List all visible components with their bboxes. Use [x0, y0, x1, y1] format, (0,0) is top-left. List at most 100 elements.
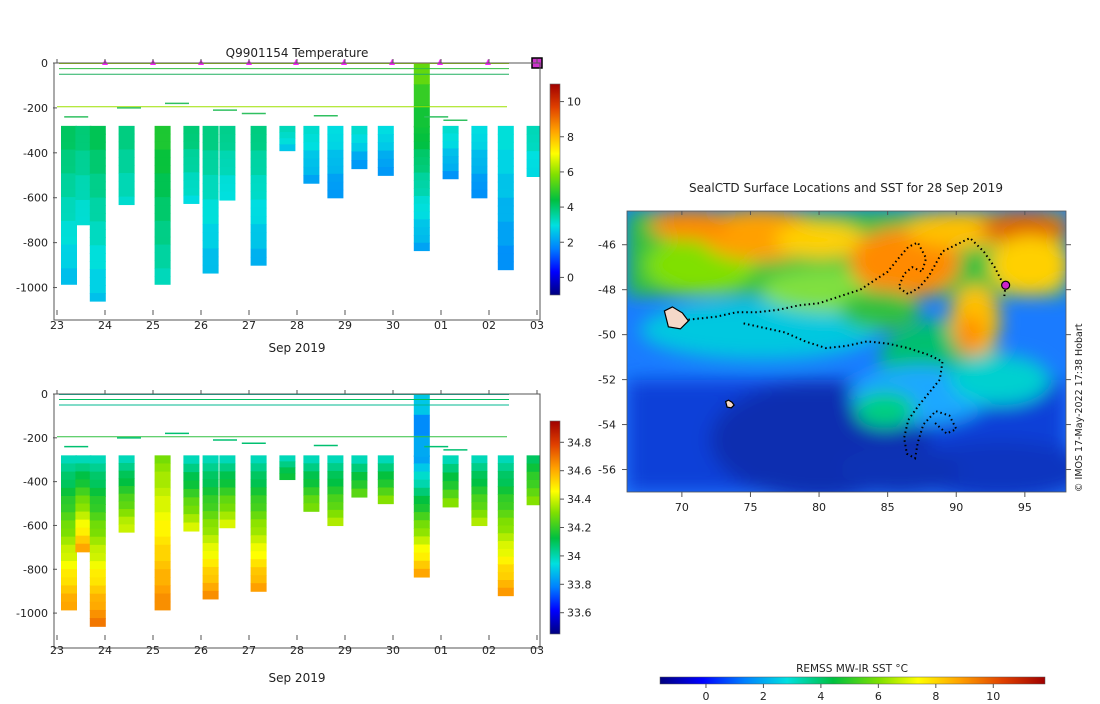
profile-cell — [89, 520, 106, 530]
profile-cell — [351, 488, 368, 498]
profile-cell — [471, 470, 488, 480]
profile-cell — [303, 125, 320, 135]
profile-column — [279, 125, 296, 152]
profile-cell — [377, 463, 394, 473]
profile-column — [75, 125, 92, 226]
profile-cell — [61, 205, 77, 214]
profile-cell — [61, 585, 77, 595]
profile-cell — [377, 471, 394, 481]
profile-cell — [75, 535, 92, 545]
temperature-plot-background — [54, 63, 540, 320]
profile-cell — [327, 141, 344, 151]
map-x-axis: 70 75 80 85 90 95 — [675, 211, 1032, 514]
map-title: SealCTD Surface Locations and SST for 28… — [689, 181, 1003, 195]
profile-cell — [75, 134, 92, 143]
profile-cell — [497, 579, 514, 589]
profile-cell — [413, 503, 430, 513]
profile-cell — [219, 487, 236, 497]
profile-cell — [219, 183, 236, 193]
profile-cell — [154, 133, 171, 143]
profile-cell — [154, 268, 171, 277]
map-y-tick-label: -50 — [598, 329, 616, 342]
profile-cell — [303, 503, 320, 512]
profile-cell — [413, 544, 430, 554]
profile-cell — [202, 527, 219, 536]
profile-cell — [497, 149, 514, 159]
profile-cell — [202, 183, 219, 192]
y-tick-label: 0 — [41, 57, 48, 70]
profile-cell — [202, 463, 219, 472]
profile-cell — [89, 269, 106, 278]
profile-cell — [219, 125, 236, 135]
profile-cell — [250, 166, 267, 176]
profile-cell — [219, 495, 236, 505]
profile-cell — [202, 125, 219, 135]
x-tick-label: 28 — [290, 319, 304, 332]
profile-cell — [154, 479, 171, 489]
profile-cell — [497, 173, 514, 183]
profile-cell — [154, 157, 171, 167]
colorbar-tick-label: 34.8 — [567, 436, 592, 449]
profile-cell — [118, 196, 135, 206]
profile-cell — [154, 512, 171, 521]
profile-cell — [202, 558, 219, 568]
profile-cell — [75, 511, 92, 521]
profile-cell — [202, 566, 219, 576]
profile-cell — [471, 189, 488, 199]
y-tick-label: -200 — [23, 102, 48, 115]
profile-cell — [351, 151, 368, 161]
profile-cell — [118, 455, 135, 464]
profile-column — [61, 455, 77, 611]
profile-cell — [442, 148, 459, 157]
profile-cell — [471, 141, 488, 151]
profile-cell — [497, 237, 514, 247]
profile-cell — [75, 208, 92, 218]
profile-column — [250, 125, 267, 266]
profile-cell — [154, 212, 171, 222]
profile-cell — [351, 455, 368, 465]
profile-cell — [413, 105, 430, 128]
profile-cell — [442, 156, 459, 165]
profile-column — [526, 455, 540, 506]
colorbar-tick-label: 10 — [567, 96, 581, 109]
map-y-tick-label: -56 — [598, 464, 616, 477]
map-y-tick-label: -54 — [598, 419, 616, 432]
profile-column — [413, 125, 430, 252]
y-tick-label: -600 — [23, 519, 48, 532]
profile-cell — [118, 173, 135, 182]
profile-cell — [442, 489, 459, 499]
profile-cell — [118, 180, 135, 190]
profile-cell — [154, 569, 171, 578]
profile-cell — [250, 232, 267, 242]
profile-cell — [89, 528, 106, 538]
salinity-profile-cells — [61, 394, 540, 627]
x-tick-label: 25 — [146, 644, 160, 657]
profile-column — [377, 455, 394, 505]
profile-cell — [202, 191, 219, 201]
profile-cell — [377, 125, 394, 135]
profile-cell — [202, 158, 219, 168]
profile-cell — [250, 503, 267, 512]
profile-column — [497, 125, 514, 271]
colorbar-tick-label: 2 — [567, 236, 574, 249]
profile-cell — [219, 134, 236, 143]
profile-cell — [497, 205, 514, 215]
sst-colorbar-tick-label: 0 — [702, 690, 709, 703]
profile-cell — [526, 159, 540, 169]
profile-cell — [75, 191, 92, 201]
profile-cell — [89, 253, 106, 262]
profile-cell — [413, 141, 430, 150]
profile-cell — [219, 191, 236, 201]
profile-cell — [442, 463, 459, 474]
x-tick-label: 25 — [146, 319, 160, 332]
colorbar-tick-label: 0 — [567, 271, 574, 284]
profile-cell — [413, 495, 430, 505]
profile-cell — [154, 463, 171, 473]
profile-cell — [327, 478, 344, 488]
sst-blobs — [627, 211, 1066, 492]
profile-cell — [250, 583, 267, 592]
profile-cell — [118, 486, 135, 495]
profile-cell — [250, 519, 267, 528]
profile-cell — [89, 504, 106, 513]
profile-cell — [526, 488, 540, 498]
